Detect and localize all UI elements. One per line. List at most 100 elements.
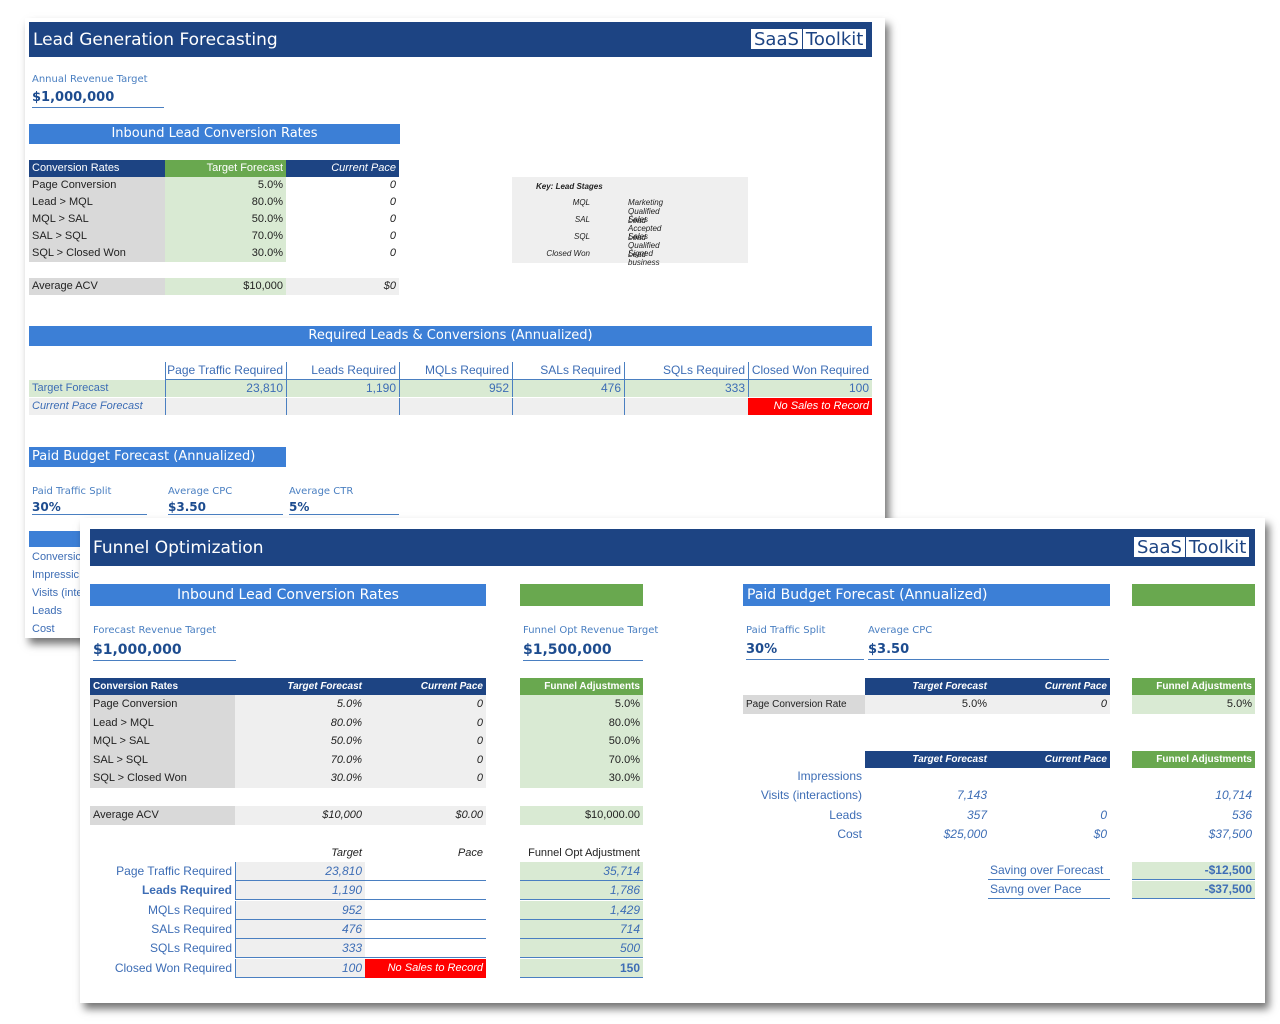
key-abbr: SQL [573,232,590,241]
target-forecast-label: Target Forecast [29,380,165,397]
funnel-inbound-header: Inbound Lead Conversion Rates [90,584,486,606]
metric-label: Visits (interactions) [760,788,862,803]
conv-row-pace: 0 [389,196,396,208]
pace-forecast-cell [399,398,512,415]
required-row-pace [365,939,486,959]
conv-row-label: MQL > SAL [29,211,165,228]
funnel-optimization-sheet: Funnel Optimization SaaS Toolkit Inbound … [80,518,1265,1003]
key-abbr: SAL [574,215,590,224]
funnel-conv-row-adj[interactable]: 70.0% [520,750,643,769]
key-desc: Signed business [628,249,660,267]
required-header: Page Traffic Required [165,362,286,380]
lower-row-label: Visits (inte [32,587,83,599]
lower-row-label: Conversic [32,551,81,563]
conv-row-label: SQL > Closed Won [29,245,165,262]
required-row-label: SALs Required [151,921,232,936]
funnel-conv-row-label: Lead > MQL [90,713,235,732]
forecast-revenue-label: Forecast Revenue Target [93,625,217,636]
req-header-pace: Pace [457,847,483,859]
required-row-target: 476 [235,919,365,939]
funnel-conv-row-adj[interactable]: 30.0% [520,769,643,788]
annual-revenue-value[interactable]: $1,000,000 [32,90,164,108]
req-header-target: Target [331,847,362,859]
conv-row-target[interactable]: 5.0% [165,177,286,194]
paid-header-pace: Current Pace [990,678,1110,695]
metric-label: Impressions [797,769,862,783]
paid-param-value[interactable]: 5% [289,500,399,515]
metric-label: Leads [829,807,862,822]
target-forecast-value: 23,810 [165,380,286,397]
funnel-conv-row-adj[interactable]: 5.0% [520,695,643,714]
metrics-header-pace: Current Pace [990,751,1110,768]
funnel-conv-row-label: MQL > SAL [90,732,235,751]
funnel-conv-row-pace: 0 [365,750,486,769]
paid-budget-header: Paid Budget Forecast (Annualized) [29,447,286,467]
lower-row-label: Cost [32,623,55,635]
funnel-acv-target: $10,000 [235,806,365,825]
required-row-label: SQLs Required [149,941,232,956]
required-header: MQLs Required [399,362,512,380]
required-row-adj: 1,429 [520,900,643,920]
funnel-conv-row-label: SAL > SQL [90,750,235,769]
funnel-paid-green-header [1132,584,1255,606]
conv-row-label: Lead > MQL [29,194,165,211]
conv-row-pace: 0 [389,230,396,242]
target-forecast-value: 100 [748,380,872,397]
required-row-adj: 1,786 [520,881,643,901]
funnel-paid-param-label: Average CPC [868,625,933,636]
key-desc: Sales Accepted Lead [628,215,662,242]
paid-header-target: Target Forecast [865,678,990,695]
funnel-conv-header-label: Conversion Rates [90,678,235,695]
metric-target: 357 [966,807,987,822]
funnel-paid-param-label: Paid Traffic Split [746,625,826,636]
funnel-acv-label: Average ACV [90,806,235,825]
conv-row-target[interactable]: 50.0% [165,211,286,228]
acv-label: Average ACV [29,278,165,295]
target-forecast-value: 1,190 [286,380,399,397]
funnel-acv-adj[interactable]: $10,000.00 [520,806,643,825]
forecast-revenue-value[interactable]: $1,000,000 [93,642,236,661]
funnel-paid-split-value[interactable]: 30% [746,642,864,660]
required-header: SALs Required [512,362,624,380]
conv-row-target[interactable]: 30.0% [165,245,286,262]
savings-value: -$37,500 [1132,881,1255,899]
no-sales-alert: No Sales to Record [748,398,872,415]
pace-forecast-cell [165,398,286,415]
required-header: Leads Required [286,362,399,380]
page-conv-rate-adj[interactable]: 5.0% [1132,695,1255,714]
paid-param-label: Average CTR [289,486,354,497]
required-row-adj: 500 [520,939,643,959]
funnel-conv-row-target: 70.0% [235,750,365,769]
metric-target: $25,000 [943,826,987,841]
paid-header-adj: Funnel Adjustments [1132,678,1255,695]
funnel-paid-cpc-value[interactable]: $3.50 [868,642,1109,660]
metric-target: 7,143 [956,788,987,803]
paid-param-value[interactable]: $3.50 [168,500,283,515]
required-row-pace [365,920,486,939]
paid-param-value[interactable]: 30% [32,500,147,515]
metrics-header-target: Target Forecast [865,751,990,768]
required-row-label: Page Traffic Required [116,864,232,878]
funnel-conv-row-adj[interactable]: 80.0% [520,713,643,732]
key-abbr: MQL [572,198,590,207]
funnel-conv-row-adj[interactable]: 50.0% [520,732,643,751]
funnel-conv-row-target: 80.0% [235,713,365,732]
conv-row-target[interactable]: 80.0% [165,194,286,211]
conv-row-target[interactable]: 70.0% [165,228,286,245]
funnel-green-header [520,584,643,606]
required-row-adj: 35,714 [520,862,643,881]
conv-row-label: Page Conversion [29,177,165,194]
savings-value: -$12,500 [1132,862,1255,880]
conv-row-pace: 0 [389,213,396,225]
acv-target[interactable]: $10,000 [165,278,286,295]
key-abbr: Closed Won [546,249,590,258]
pace-forecast-cell [286,398,399,415]
required-row-target: 333 [235,939,365,959]
funnel-conv-row-pace: 0 [365,695,486,714]
funnel-conv-header-target: Target Forecast [235,678,365,695]
metrics-header-adj: Funnel Adjustments [1132,751,1255,768]
funnel-revenue-value[interactable]: $1,500,000 [523,642,643,661]
conv-header-label: Conversion Rates [29,160,165,177]
sheet-title: Lead Generation Forecasting [33,30,278,50]
paid-param-label: Average CPC [168,486,233,497]
